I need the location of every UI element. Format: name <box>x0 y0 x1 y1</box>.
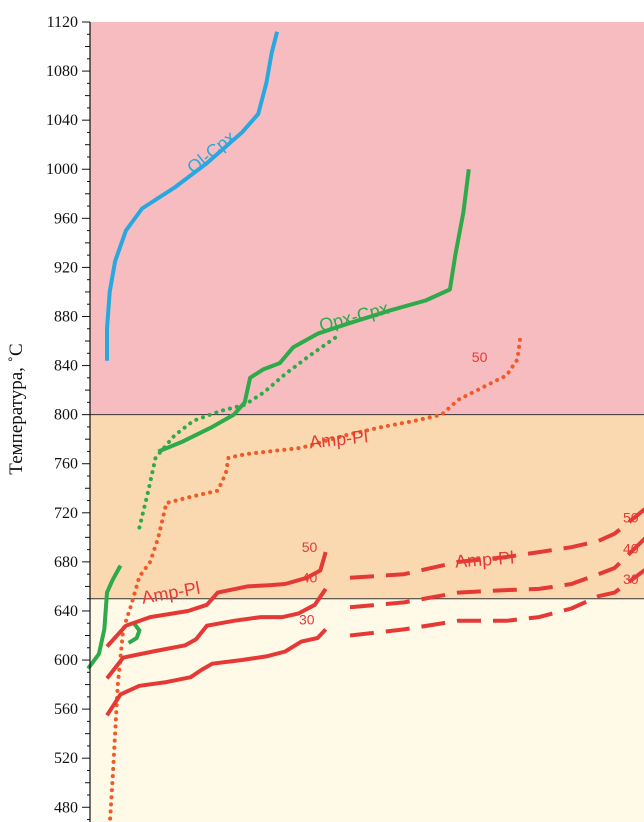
y-tick-label: 920 <box>54 259 78 276</box>
curve-30-dashed-11 <box>349 568 644 638</box>
curve-30-solid-8 <box>105 628 328 717</box>
curve-ol-cpx-solid-0 <box>105 31 280 361</box>
curve-40-solid-7 <box>105 587 328 680</box>
label-30-8: 30 <box>299 611 315 627</box>
y-tick-label: 1040 <box>46 112 78 129</box>
temperature-zones <box>90 22 644 822</box>
curve-50-solid-6 <box>105 551 328 648</box>
label-50-6: 50 <box>302 539 318 555</box>
y-axis: 480 520 560 600 640 680 720 760 800 840 880 920 960 1… <box>46 14 91 822</box>
y-tick-label: 1000 <box>46 161 78 178</box>
curve-unnamed-solid-2 <box>157 168 471 454</box>
curves <box>86 31 644 822</box>
y-tick-label: 960 <box>54 210 78 227</box>
label-30-11: 30 <box>623 571 639 587</box>
label-40-7: 40 <box>302 570 318 586</box>
curve-40-dashed-10 <box>349 536 644 610</box>
y-tick-label: 480 <box>54 799 78 816</box>
y-tick-label: 560 <box>54 701 78 718</box>
zone-boundaries <box>90 414 644 600</box>
y-tick-label: 760 <box>54 456 78 473</box>
y-axis-label: Температура, ˚С <box>6 343 27 474</box>
curve-opx-cpx-solid-1 <box>86 564 123 670</box>
label-amp-pl-3: Amp-Pl <box>454 548 514 572</box>
y-tick-label: 800 <box>54 407 78 424</box>
y-tick-label: 1080 <box>46 63 78 80</box>
label-40-10: 40 <box>623 540 639 556</box>
y-tick-label: 840 <box>54 358 78 375</box>
y-tick-label: 640 <box>54 603 78 620</box>
zone-2 <box>90 598 644 822</box>
y-tick-label: 1120 <box>47 14 78 31</box>
label-50-5: 50 <box>472 349 488 365</box>
y-tick-label: 880 <box>54 308 78 325</box>
curve-unnamed-solid-3 <box>127 622 142 645</box>
label-50-9: 50 <box>623 510 639 526</box>
y-tick-label: 520 <box>54 750 78 767</box>
curve-amp-pl-dotted-5 <box>107 336 523 822</box>
zone-0 <box>90 22 644 415</box>
curve-50-dashed-9 <box>349 507 644 580</box>
y-tick-label: 720 <box>54 505 78 522</box>
y-tick-label: 600 <box>54 652 78 669</box>
curve-unnamed-dotted-4 <box>137 332 342 530</box>
zone-1 <box>90 414 644 599</box>
y-tick-label: 680 <box>54 554 78 571</box>
